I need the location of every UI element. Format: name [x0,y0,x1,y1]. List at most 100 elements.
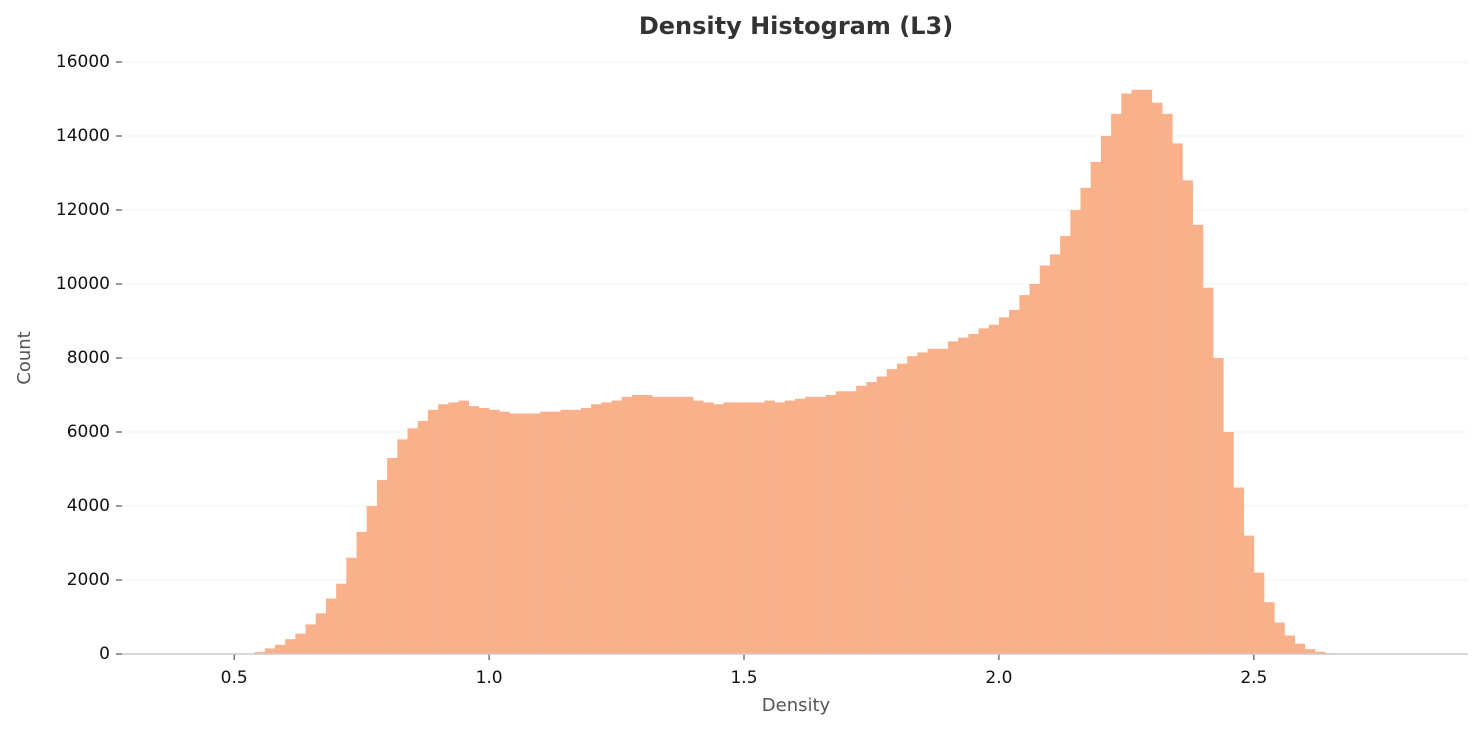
bar [825,395,837,654]
bar [1019,295,1030,654]
bar [1294,643,1306,654]
bar [764,400,775,654]
bar [489,409,500,654]
bar [1182,180,1193,654]
bar [285,639,296,654]
bar [1243,535,1255,654]
bar [703,402,714,654]
bar [652,396,663,654]
bar [1131,89,1142,654]
y-axis-label: Count [14,331,35,384]
bar [754,402,765,654]
bar [438,404,449,654]
bar [723,402,735,654]
bar [876,376,888,654]
bar [733,402,745,654]
bar [407,428,419,654]
bar [366,506,378,654]
bar [499,411,510,654]
bar [866,382,877,654]
bar [580,407,592,654]
bar [927,348,939,654]
bar [458,400,469,654]
bar [1304,649,1316,654]
bar [1070,210,1081,654]
x-tick-label: 0.5 [221,668,248,688]
bar [998,317,1010,654]
bar [631,395,643,654]
bar [1172,143,1183,654]
bar [1080,187,1092,655]
bar [1284,635,1295,654]
bar [1039,265,1051,654]
bar [336,583,347,654]
x-tick-label: 1.5 [730,668,757,688]
bar [356,531,368,654]
bar [672,396,684,654]
y-tick-label: 0 [99,644,110,664]
bar [1121,93,1132,654]
bar [795,398,806,654]
bar [713,404,724,654]
bar [968,333,979,654]
bar [325,598,337,654]
bar [427,409,439,654]
bar [376,480,388,654]
bar [254,652,266,654]
bar [509,413,520,654]
bar [264,648,276,654]
bar [1029,284,1041,654]
y-tick-label: 12000 [56,200,110,220]
bar [958,337,969,654]
bar [988,324,1000,654]
bar [591,404,602,654]
bar [845,391,857,654]
bar [611,400,622,654]
bar [315,613,327,654]
bar [274,644,286,654]
bar [1233,487,1244,654]
bar [295,633,306,654]
bar [529,413,541,654]
y-tick-label: 8000 [67,348,110,368]
x-axis-label: Density [762,695,831,716]
bar [744,402,755,654]
bar [1111,113,1122,655]
y-tick-label: 10000 [56,274,110,294]
bar [478,407,490,654]
bar [621,396,633,654]
bar [519,413,531,654]
bar [907,356,918,654]
bar [947,341,959,654]
bar [805,396,816,654]
bar [1192,224,1204,655]
bar [570,409,582,654]
bar [601,402,612,654]
bar [856,385,867,654]
y-tick-label: 2000 [67,570,110,590]
bar [448,402,459,654]
bar [1151,102,1163,654]
x-tick-label: 1.0 [476,668,503,688]
bar [642,395,653,654]
bar [1060,235,1071,654]
x-tick-label: 2.5 [1240,668,1267,688]
bar [662,396,673,654]
bar [682,396,694,654]
bar [693,400,704,654]
bar [815,396,826,654]
bar [1213,358,1224,654]
bar [896,363,908,654]
y-tick-label: 6000 [67,422,110,442]
bar [917,352,928,654]
bar [1049,254,1061,654]
bar [774,402,786,654]
bar [784,400,796,654]
bar [1090,161,1102,654]
bar [978,328,990,654]
bar [1162,113,1173,655]
bar [886,369,898,654]
bar [305,624,317,654]
